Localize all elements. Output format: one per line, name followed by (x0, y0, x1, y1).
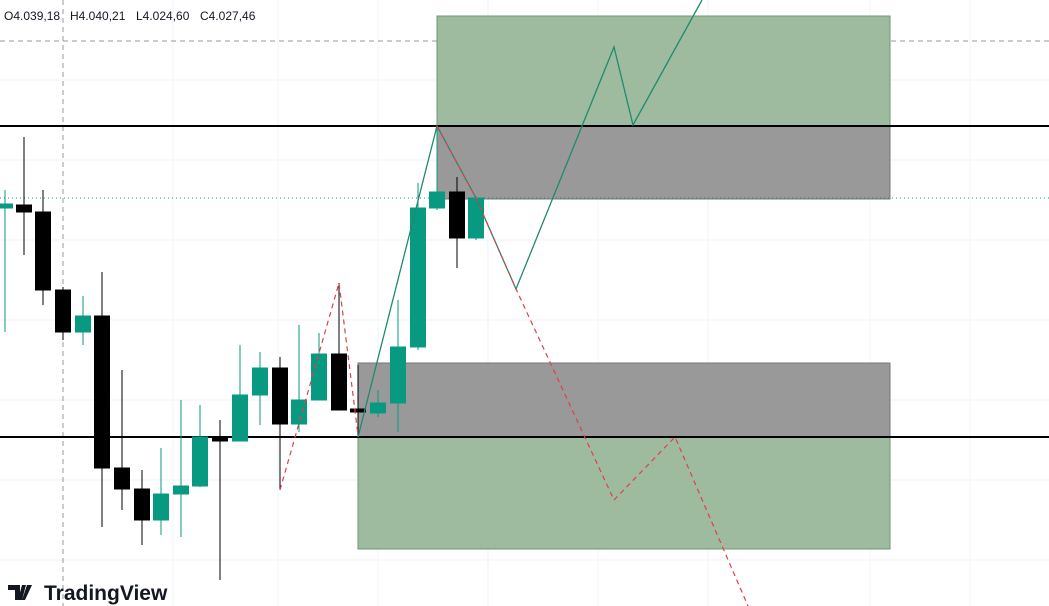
candle (468, 196, 484, 240)
candle (212, 420, 228, 580)
candle (291, 325, 307, 432)
candle (55, 287, 71, 340)
candle (75, 296, 91, 345)
candle-body (16, 204, 32, 213)
supply-zone (436, 125, 891, 200)
candle (350, 365, 366, 435)
candle-body (311, 353, 327, 401)
candle-body (468, 197, 484, 239)
candle-body (192, 436, 208, 487)
candle-body (331, 353, 347, 411)
candle (252, 352, 268, 425)
legend-close: C4.027,46 (200, 9, 256, 23)
target-zone (357, 436, 891, 550)
candle (173, 400, 189, 537)
candle (232, 345, 248, 442)
candle (429, 128, 445, 210)
candle-body (252, 367, 268, 396)
candle (94, 272, 110, 527)
demand-zone (357, 362, 891, 438)
candle-body (370, 402, 386, 414)
candle (0, 190, 13, 332)
legend-open: O4.039,18 (4, 9, 60, 23)
legend-high: H4.040,21 (70, 9, 126, 23)
candle-body (114, 467, 130, 490)
candle-body (410, 207, 426, 348)
candle (153, 448, 169, 535)
candle (134, 470, 150, 545)
bearish-projection (436, 125, 749, 606)
legend-low: L4.024,60 (136, 9, 190, 23)
candle-body (0, 203, 13, 209)
candle (192, 405, 208, 487)
candle (449, 177, 465, 268)
brand-logo: TradingView (8, 582, 168, 605)
candle-body (232, 394, 248, 442)
candle (35, 190, 51, 305)
candle-body (35, 211, 51, 291)
candle-body (153, 493, 169, 521)
candle-body (173, 485, 189, 495)
candle-body (94, 315, 110, 469)
candle (16, 137, 32, 255)
candle-body (449, 191, 465, 239)
candle-body (350, 408, 366, 413)
candle (272, 357, 288, 490)
candle-body (291, 399, 307, 425)
candle (331, 283, 347, 411)
candle-body (212, 436, 228, 442)
candle (370, 390, 386, 417)
candle (410, 183, 426, 350)
candle-body (134, 488, 150, 521)
candle-body (75, 315, 91, 333)
logo-icon (8, 585, 32, 600)
candle-body (429, 191, 445, 209)
brand-name: TradingView (44, 582, 168, 605)
candle-body (390, 346, 406, 404)
bearish-projection (279, 282, 359, 491)
candle (390, 300, 406, 432)
candles (0, 128, 484, 580)
candle-body (55, 289, 71, 333)
candle (114, 370, 130, 510)
candle-body (272, 367, 288, 425)
